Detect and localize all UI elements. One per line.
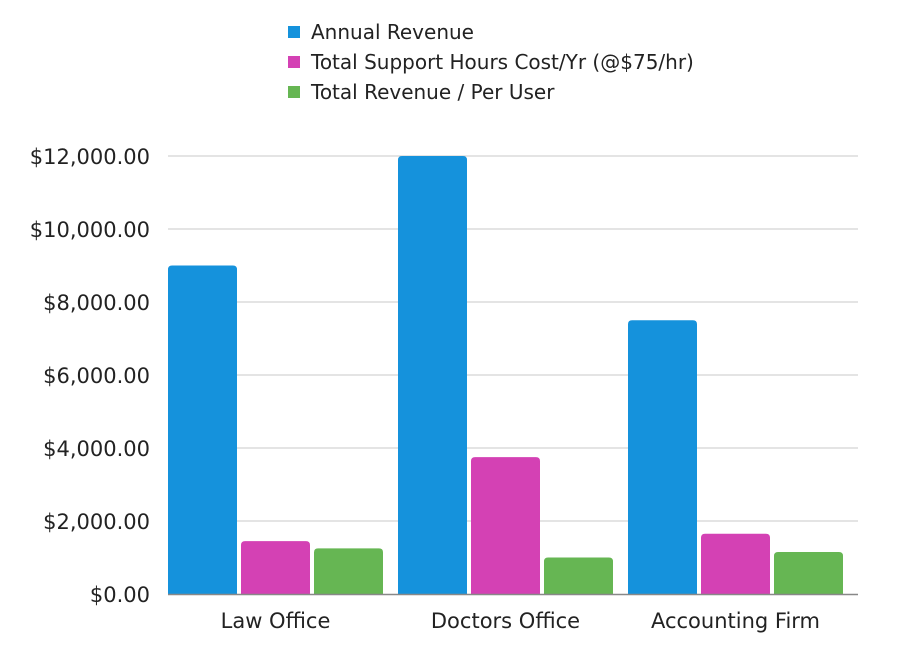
y-tick-label: $2,000.00 [43,510,150,534]
y-tick-label: $0.00 [90,583,150,607]
bar [398,156,467,594]
bar [241,541,310,594]
bar [774,552,843,594]
x-tick-label: Doctors Office [431,609,580,633]
y-tick-label: $12,000.00 [30,145,150,169]
legend-swatch [288,56,300,68]
legend-label: Annual Revenue [311,20,474,44]
legend-swatch [288,26,300,38]
bar [168,265,237,594]
y-tick-label: $6,000.00 [43,364,150,388]
legend-swatch [288,86,300,98]
bar [314,548,383,594]
x-tick-label: Accounting Firm [651,609,820,633]
x-tick-label: Law Office [221,609,331,633]
bar [471,457,540,594]
legend-label: Total Revenue / Per User [310,80,555,104]
y-tick-label: $4,000.00 [43,437,150,461]
y-tick-label: $10,000.00 [30,218,150,242]
bar [628,320,697,594]
legend-label: Total Support Hours Cost/Yr (@$75/hr) [310,50,694,74]
bar [544,557,613,594]
y-tick-label: $8,000.00 [43,291,150,315]
bar [701,533,770,594]
